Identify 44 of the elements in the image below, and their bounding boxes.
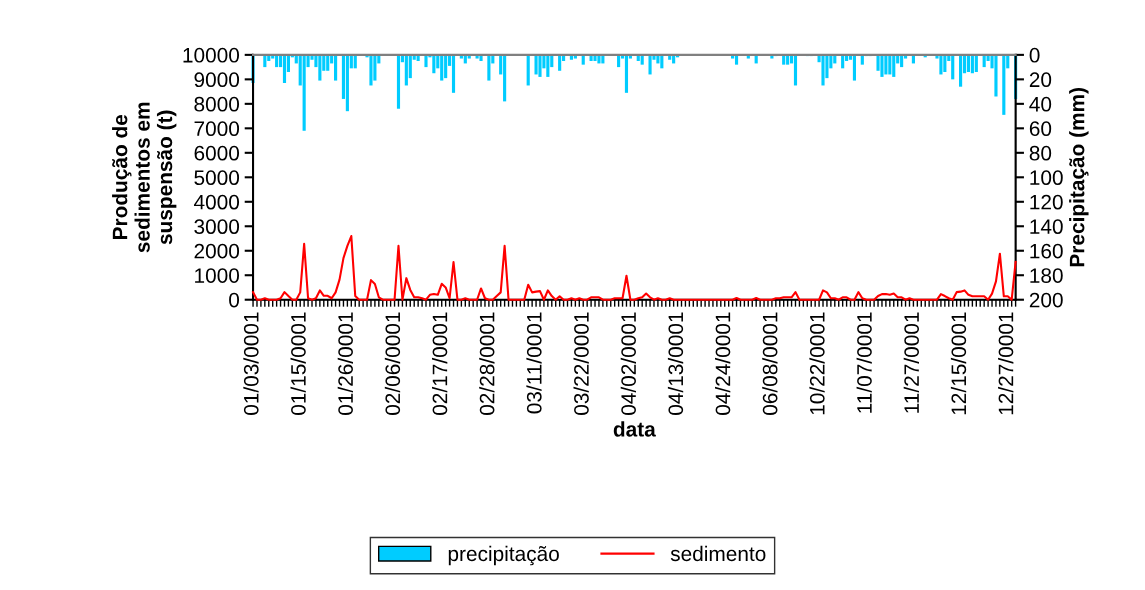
y2-tick-label: 200 — [1029, 292, 1063, 308]
x-tick-label: 10/22/0001 — [809, 312, 825, 415]
y-tick-label: 5000 — [194, 170, 240, 186]
x-tick-label: 04/13/0001 — [667, 312, 684, 415]
y-tick-label: 7000 — [194, 121, 240, 137]
x-tick-label: 04/24/0001 — [715, 312, 731, 415]
x-tick-label: 03/22/0001 — [573, 312, 589, 415]
y2-axis-title: Precipitação (mm) — [1069, 88, 1089, 267]
x-tick-label: 01/26/0001 — [337, 312, 353, 415]
y-tick-label: 1000 — [195, 268, 240, 283]
x-tick-label: 02/28/0001 — [479, 312, 495, 415]
y2-tick-label: 180 — [1030, 268, 1063, 283]
y2-tick-label: 20 — [1029, 72, 1052, 88]
y-tick-label: 9000 — [194, 72, 240, 88]
x-tick-label: 11/27/0001 — [903, 312, 920, 413]
x-tick-label: 01/03/0001 — [243, 312, 259, 415]
y2-tick-label: 60 — [1029, 121, 1052, 137]
y2-tick-label: 0 — [1029, 47, 1040, 63]
y-tick-label: 3000 — [194, 219, 240, 235]
x-tick-label: 02/06/0001 — [384, 312, 401, 415]
x-tick-label: 02/17/0001 — [432, 312, 448, 415]
x-tick-label: 01/15/0001 — [290, 312, 306, 415]
y2-tick-label: 140 — [1030, 219, 1063, 235]
y2-tick-label: 100 — [1030, 170, 1063, 186]
y2-tick-label: 80 — [1029, 145, 1052, 161]
y-tick-label: 10000 — [183, 47, 240, 63]
x-tick-label: 11/07/0001 — [856, 312, 872, 413]
x-tick-label: 03/11/0001 — [526, 312, 542, 414]
y2-tick-label: 120 — [1030, 194, 1063, 210]
x-tick-label: 06/08/0001 — [762, 312, 778, 415]
y-tick-label: 2000 — [194, 243, 240, 259]
y2-tick-label: 40 — [1029, 96, 1052, 112]
legend-label: sedimento — [670, 545, 766, 562]
legend-label: precipitação — [448, 545, 559, 566]
x-tick-label: 12/15/0001 — [950, 312, 967, 415]
y-tick-label: 0 — [229, 292, 240, 308]
x-tick-label: 04/02/0001 — [620, 312, 636, 415]
x-axis-title: data — [613, 421, 656, 437]
y-axis-title: Produção de sedimentos em suspensão (t) — [112, 102, 177, 253]
x-tick-label: 12/27/0001 — [998, 312, 1014, 415]
y-tick-label: 4000 — [193, 194, 240, 210]
y-tick-label: 8000 — [194, 96, 240, 112]
y2-tick-label: 160 — [1030, 243, 1063, 259]
y-tick-label: 6000 — [194, 145, 240, 161]
